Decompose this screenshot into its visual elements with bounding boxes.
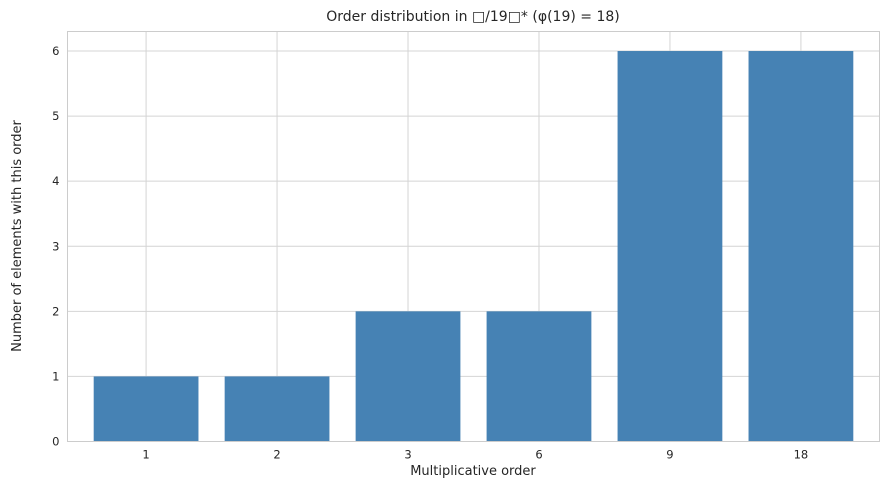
x-tick-label: 6 (535, 448, 542, 462)
y-tick-labels: 0 1 2 3 4 5 6 (52, 44, 59, 448)
y-tick-label: 2 (52, 304, 59, 318)
x-tick-label: 9 (666, 448, 673, 462)
chart-title: Order distribution in □/19□* (φ(19) = 18… (326, 9, 619, 25)
bar-order-9 (617, 51, 723, 442)
bar-order-18 (748, 51, 854, 442)
bar-order-6 (486, 311, 592, 442)
x-tick-label: 1 (142, 448, 149, 462)
bar-order-1 (93, 376, 199, 442)
y-tick-label: 3 (52, 239, 59, 253)
x-tick-label: 18 (794, 448, 809, 462)
y-tick-label: 4 (52, 174, 59, 188)
x-tick-label: 3 (404, 448, 411, 462)
bar-order-3 (355, 311, 461, 442)
bars (93, 51, 854, 442)
y-tick-label: 0 (52, 435, 59, 449)
x-tick-labels: 1 2 3 6 9 18 (142, 448, 808, 462)
x-tick-label: 2 (273, 448, 280, 462)
plot-frame (67, 31, 880, 442)
x-axis-label: Multiplicative order (410, 464, 536, 479)
y-tick-label: 1 (52, 369, 59, 383)
y-tick-label: 5 (52, 109, 59, 123)
y-tick-label: 6 (52, 44, 59, 58)
bar-order-2 (224, 376, 330, 442)
y-axis-label: Number of elements with this order (10, 119, 25, 351)
